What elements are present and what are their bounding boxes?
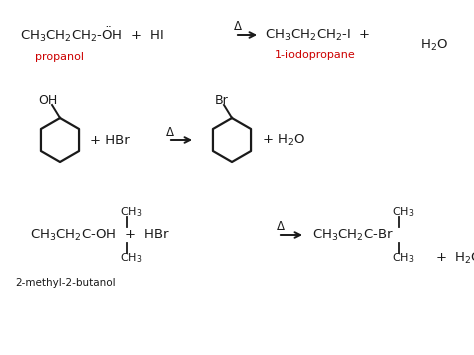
Text: CH$_3$CH$_2$CH$_2$-$\ddot{\rm O}$H  +  HI: CH$_3$CH$_2$CH$_2$-$\ddot{\rm O}$H + HI (20, 26, 164, 44)
Text: +  H$_2$O: + H$_2$O (435, 250, 474, 266)
Text: CH$_3$: CH$_3$ (120, 251, 143, 265)
Text: $\Delta$: $\Delta$ (276, 220, 286, 234)
Text: + H$_2$O: + H$_2$O (262, 132, 305, 148)
Text: CH$_3$: CH$_3$ (392, 251, 414, 265)
Text: OH: OH (38, 94, 57, 108)
Text: 2-methyl-2-butanol: 2-methyl-2-butanol (15, 278, 116, 288)
Text: $\Delta$: $\Delta$ (233, 21, 243, 33)
Text: CH$_3$CH$_2$CH$_2$-I  +: CH$_3$CH$_2$CH$_2$-I + (265, 27, 371, 43)
Text: CH$_3$: CH$_3$ (120, 205, 143, 219)
Text: propanol: propanol (35, 52, 84, 62)
Text: 1-iodopropane: 1-iodopropane (275, 50, 356, 60)
Text: CH$_3$CH$_2$C-OH  +  HBr: CH$_3$CH$_2$C-OH + HBr (30, 228, 170, 242)
Text: $\Delta$: $\Delta$ (165, 126, 175, 138)
Text: CH$_3$CH$_2$C-Br: CH$_3$CH$_2$C-Br (312, 228, 394, 242)
Text: + HBr: + HBr (90, 133, 130, 147)
Text: CH$_3$: CH$_3$ (392, 205, 414, 219)
Text: Br: Br (215, 94, 229, 108)
Text: H$_2$O: H$_2$O (420, 37, 448, 53)
